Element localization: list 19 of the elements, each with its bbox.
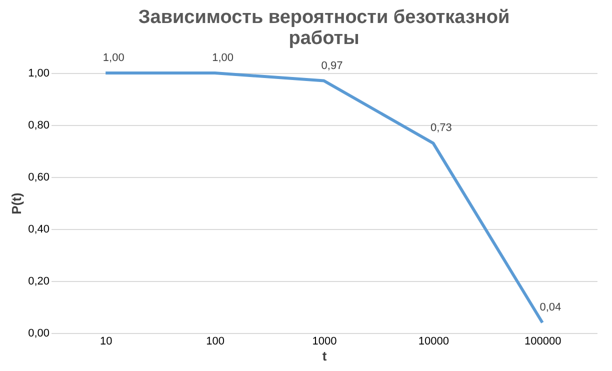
y-tick-label: 0,00 [28, 328, 50, 340]
data-label: 0,04 [540, 302, 562, 314]
y-tick-label: 0,80 [28, 120, 50, 132]
x-tick-label: 10000 [418, 336, 449, 348]
y-tick-label: 0,60 [28, 172, 50, 184]
data-label: 0,97 [321, 60, 343, 72]
data-label: 1,00 [102, 52, 124, 64]
chart-title: Зависимость вероятности безотказной работы [138, 7, 510, 49]
data-label: 1,00 [212, 52, 234, 64]
x-tick-label: 100000 [524, 336, 562, 348]
y-tick-label: 0,40 [28, 224, 50, 236]
y-tick-label: 0,20 [28, 276, 50, 288]
x-tick-label: 1000 [312, 336, 337, 348]
y-axis-title: P(t) [9, 192, 24, 214]
x-tick-label: 10 [100, 336, 112, 348]
data-label: 0,73 [430, 122, 452, 134]
x-axis-title: t [322, 348, 328, 364]
y-tick-label: 1,00 [28, 68, 50, 80]
x-tick-label: 100 [206, 336, 224, 348]
